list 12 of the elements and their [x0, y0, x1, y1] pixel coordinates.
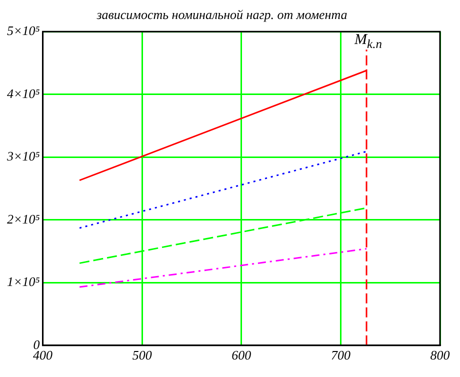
x-tick-label: 500 [132, 348, 152, 363]
y-tick-label: 4×10⁵ [6, 86, 40, 101]
x-tick-label: 700 [330, 348, 351, 363]
y-tick-label: 0 [33, 336, 40, 352]
x-tick-label: 600 [232, 348, 252, 363]
y-tick-label: 5×10⁵ [6, 23, 40, 38]
x-tick-label: 800 [430, 348, 450, 363]
ref-line-label: M$_{k.n}$ [354, 32, 382, 52]
y-tick-label: 1×10⁵ [6, 274, 40, 290]
y-tick-label: 3×10⁵ [6, 148, 40, 164]
y-tick-label: 2×10⁵ [6, 211, 40, 226]
chart-title: зависимость номинальной нагр. от момента [96, 7, 348, 22]
